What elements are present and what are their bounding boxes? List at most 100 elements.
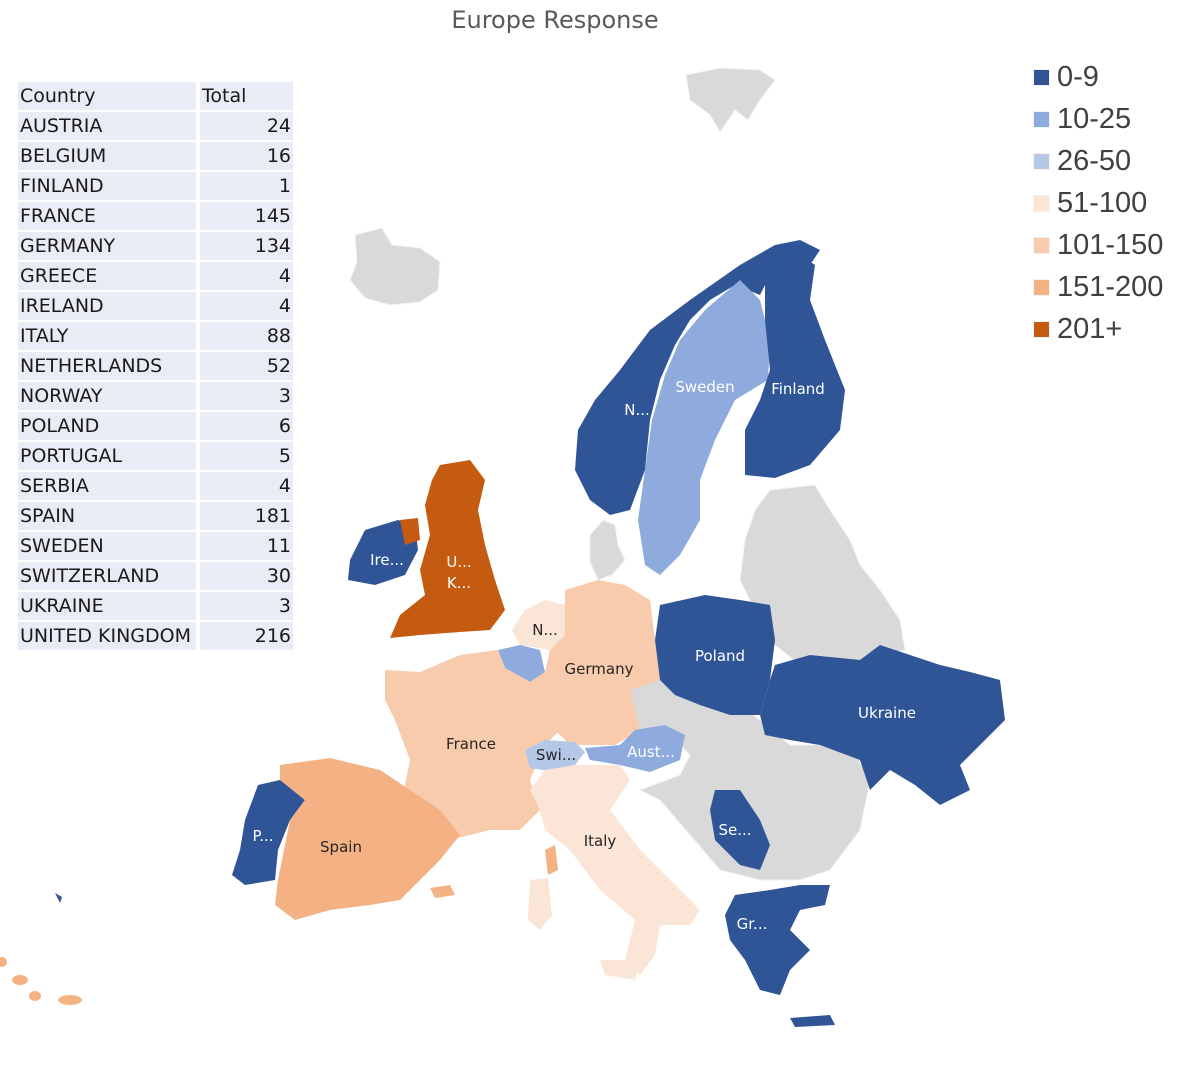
map-country-label: Ire... xyxy=(370,551,404,569)
total-cell: 145 xyxy=(200,202,293,230)
total-cell: 216 xyxy=(200,622,293,650)
total-cell: 30 xyxy=(200,562,293,590)
crete xyxy=(790,1015,835,1027)
total-cell: 11 xyxy=(200,532,293,560)
country-cell: SWITZERLAND xyxy=(18,562,200,590)
table-row: GERMANY 134 xyxy=(18,232,293,260)
iceland xyxy=(349,227,441,306)
legend-item: 0-9 xyxy=(1034,56,1163,98)
column-header-total: Total xyxy=(200,82,293,110)
corsica xyxy=(545,845,558,875)
map-country-label: N... xyxy=(532,621,558,639)
total-cell: 6 xyxy=(200,412,293,440)
legend-item: 151-200 xyxy=(1034,266,1163,308)
country-cell: NETHERLANDS xyxy=(18,352,200,380)
legend-label: 51-100 xyxy=(1057,186,1148,219)
total-cell: 181 xyxy=(200,502,293,530)
map-country-label: Spain xyxy=(320,838,362,856)
country-cell: PORTUGAL xyxy=(18,442,200,470)
france xyxy=(385,650,560,840)
column-header-country: Country xyxy=(18,82,200,110)
finland xyxy=(745,255,845,478)
legend-label: 26-50 xyxy=(1057,144,1132,177)
sardinia xyxy=(528,878,552,930)
map-country-label: Poland xyxy=(694,647,746,665)
legend-label: 101-150 xyxy=(1057,228,1164,261)
country-cell: POLAND xyxy=(18,412,200,440)
country-cell: UKRAINE xyxy=(18,592,200,620)
table-row: GREECE 4 xyxy=(18,262,293,290)
table-row: FRANCE 145 xyxy=(18,202,293,230)
map-country-label: Ukraine xyxy=(858,704,916,722)
country-cell: ITALY xyxy=(18,322,200,350)
total-cell: 4 xyxy=(200,292,293,320)
table-row: BELGIUM 16 xyxy=(18,142,293,170)
spain xyxy=(275,758,460,920)
northern-ireland xyxy=(400,518,420,545)
legend-swatch xyxy=(1034,279,1049,295)
canary-islands xyxy=(0,957,82,1005)
country-cell: FINLAND xyxy=(18,172,200,200)
map-country-label: Italy xyxy=(583,832,617,850)
country-cell: GREECE xyxy=(18,262,200,290)
total-cell: 16 xyxy=(200,142,293,170)
map-country-label: Sweden xyxy=(675,378,735,396)
legend-label: 10-25 xyxy=(1057,102,1132,135)
country-cell: SERBIA xyxy=(18,472,200,500)
map-country-label: K... xyxy=(446,574,472,592)
united-kingdom xyxy=(390,460,505,638)
country-cell: AUSTRIA xyxy=(18,112,200,140)
country-cell: SPAIN xyxy=(18,502,200,530)
map-country-label: Swi... xyxy=(535,746,577,764)
legend-item: 26-50 xyxy=(1034,140,1163,182)
country-cell: GERMANY xyxy=(18,232,200,260)
total-cell: 5 xyxy=(200,442,293,470)
table-row: POLAND 6 xyxy=(18,412,293,440)
legend-item: 51-100 xyxy=(1034,182,1163,224)
total-cell: 134 xyxy=(200,232,293,260)
serbia xyxy=(710,790,770,870)
total-cell: 88 xyxy=(200,322,293,350)
map-country-label: U... xyxy=(446,553,472,571)
legend-swatch xyxy=(1034,237,1049,253)
country-cell: UNITED KINGDOM xyxy=(18,622,200,650)
italy xyxy=(530,765,700,975)
country-totals-table: Country Total AUSTRIA 24 BELGIUM 16 FINLAN… xyxy=(18,80,293,652)
map-country-label: Se... xyxy=(718,821,752,839)
austria xyxy=(585,725,685,772)
chart-title: Europe Response xyxy=(451,6,659,34)
total-cell: 4 xyxy=(200,262,293,290)
table-row: SWEDEN 11 xyxy=(18,532,293,560)
table-row: IRELAND 4 xyxy=(18,292,293,320)
total-cell: 3 xyxy=(200,382,293,410)
total-cell: 3 xyxy=(200,592,293,620)
country-cell: NORWAY xyxy=(18,382,200,410)
map-country-label: Germany xyxy=(564,660,634,678)
table-row: UNITED KINGDOM 216 xyxy=(18,622,293,650)
denmark xyxy=(589,519,626,581)
table-row: SPAIN 181 xyxy=(18,502,293,530)
table-row: AUSTRIA 24 xyxy=(18,112,293,140)
total-cell: 52 xyxy=(200,352,293,380)
country-cell: BELGIUM xyxy=(18,142,200,170)
map-country-label: N... xyxy=(624,401,650,419)
country-cell: FRANCE xyxy=(18,202,200,230)
map-country-label: Aust... xyxy=(627,743,675,761)
legend-swatch xyxy=(1034,195,1049,211)
belgium xyxy=(498,645,545,682)
ukraine xyxy=(760,645,1005,805)
no-data-regions xyxy=(349,67,906,881)
total-cell: 24 xyxy=(200,112,293,140)
portugal xyxy=(232,780,305,885)
ireland xyxy=(348,520,418,585)
sicily xyxy=(600,960,640,980)
balearic-islands xyxy=(430,885,455,898)
greece xyxy=(725,885,830,995)
map-country-label: P... xyxy=(252,827,274,845)
legend: 0-9 10-25 26-50 51-100 101-150 151-200 2… xyxy=(1034,56,1163,350)
table-row: FINLAND 1 xyxy=(18,172,293,200)
table-row: PORTUGAL 5 xyxy=(18,442,293,470)
azores xyxy=(55,893,62,903)
netherlands xyxy=(512,600,565,650)
legend-label: 0-9 xyxy=(1057,60,1099,93)
